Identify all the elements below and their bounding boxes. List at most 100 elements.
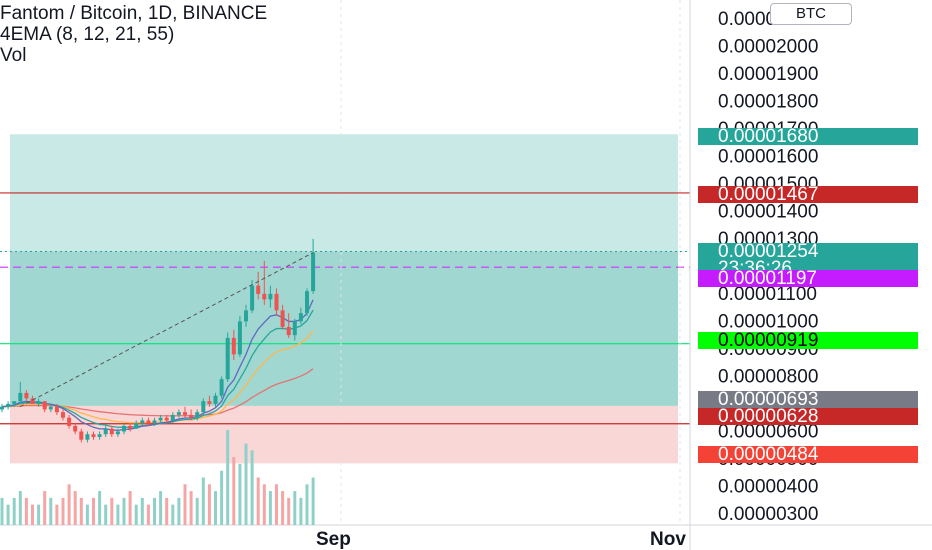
candle-body	[195, 412, 200, 418]
volume-bar	[177, 497, 181, 525]
candle-body	[170, 414, 175, 421]
loss-zone	[10, 405, 678, 464]
volume-bar	[153, 497, 156, 525]
volume-bar	[281, 491, 285, 525]
last-price: 0.00001254	[718, 243, 819, 262]
volume-bar	[183, 484, 187, 525]
candle-body	[292, 321, 297, 336]
volume-bar	[55, 504, 59, 525]
x-tick-label: Nov	[650, 529, 686, 550]
candle-body	[6, 403, 11, 407]
candle-body	[225, 337, 230, 380]
candle-body	[152, 420, 157, 424]
volume-bar	[110, 497, 114, 525]
volume-bar	[12, 497, 16, 525]
volume-bar	[268, 491, 272, 525]
candle-body	[244, 310, 248, 322]
candle-body	[250, 285, 255, 311]
currency-button[interactable]: BTC	[770, 3, 852, 25]
candle-body	[30, 398, 35, 404]
candle-body	[97, 434, 102, 437]
candle-body	[146, 420, 151, 424]
volume-bar	[37, 504, 41, 525]
candle-body	[12, 401, 17, 404]
price-tag-r1: 0.00001467	[698, 186, 918, 203]
candle-body	[61, 412, 65, 418]
candle-body	[134, 423, 139, 429]
price-tag-zone-low: 0.00000693	[698, 391, 918, 408]
volume-bar	[244, 443, 248, 525]
volume-bar	[250, 450, 254, 525]
y-tick-label: 0.00002000	[718, 36, 818, 57]
volume-bar	[24, 497, 28, 525]
volume-bar	[98, 491, 102, 525]
candle-body	[140, 420, 145, 424]
candle-body	[164, 417, 169, 421]
volume-bar	[165, 497, 169, 525]
candle-body	[115, 431, 120, 435]
volume-bar	[311, 477, 315, 525]
candle-body	[48, 406, 53, 410]
volume-bar	[287, 497, 291, 525]
candle-body	[18, 392, 23, 402]
price-tag-tp: 0.00001680	[698, 128, 918, 145]
candle-body	[128, 425, 133, 429]
volume-bar	[201, 477, 205, 525]
candle-body	[91, 434, 96, 437]
candle-body	[280, 310, 285, 327]
y-tick-label: 0.00000600	[718, 421, 818, 442]
volume-bar	[6, 504, 10, 525]
volume-bar	[305, 484, 309, 525]
candle-body	[158, 417, 163, 421]
candle-body	[219, 379, 224, 396]
volume-bar	[146, 504, 150, 525]
trend-line	[19, 252, 314, 408]
candle-body	[237, 321, 242, 355]
chart-title: Fantom / Bitcoin, 1D, BINANCE	[0, 3, 268, 24]
y-tick-label: 0.00001400	[718, 201, 818, 222]
candle-body	[268, 293, 273, 300]
price-tag-sl: 0.00000628	[698, 408, 918, 425]
volume-bar	[49, 497, 53, 525]
y-tick-label: 0.00001000	[718, 311, 818, 332]
indicator-label: 4EMA (8, 12, 21, 55)	[0, 24, 175, 45]
x-tick-label: Sep	[316, 529, 351, 550]
candle-body	[213, 395, 218, 404]
y-tick-label: 0.00001800	[718, 91, 818, 112]
candle-body	[207, 401, 212, 404]
candle-body	[274, 293, 279, 311]
candle-body	[85, 434, 90, 440]
volume-bar	[43, 491, 47, 525]
volume-bar	[85, 504, 89, 525]
volume-bar	[0, 497, 4, 525]
price-tag-stop: 0.00000484	[698, 446, 918, 463]
volume-bar	[73, 491, 77, 525]
y-tick-label: 0.00001100	[718, 284, 817, 305]
price-tag-last: 0.00001254 23:36:26	[698, 243, 918, 273]
volume-bar	[195, 497, 199, 525]
candle-body	[73, 425, 78, 432]
volume-bar	[122, 497, 126, 525]
y-tick-label: 0.00000400	[718, 476, 818, 497]
candle-body	[231, 337, 236, 355]
volume-bar	[79, 497, 83, 525]
volume-bar	[275, 484, 278, 525]
volume-bar	[31, 504, 34, 525]
volume-bar	[116, 504, 120, 525]
y-tick-label: 0.00000800	[718, 366, 818, 387]
y-tick-label: 0.00001600	[718, 146, 818, 167]
candle-body	[67, 417, 72, 426]
candle-body	[176, 412, 181, 415]
volume-bar	[140, 497, 144, 525]
candle-body	[256, 285, 261, 294]
price-tag-entry: 0.00000919	[698, 332, 918, 349]
y-tick-label: 0.00001900	[718, 64, 818, 85]
ema-8-line	[1, 299, 314, 431]
volume-bar	[226, 430, 230, 525]
volume-bar	[232, 457, 236, 525]
candle-body	[79, 431, 84, 440]
volume-bar	[104, 504, 108, 525]
countdown: 23:36:26	[718, 258, 792, 273]
candle-body	[311, 252, 316, 292]
candle-body	[201, 401, 206, 413]
